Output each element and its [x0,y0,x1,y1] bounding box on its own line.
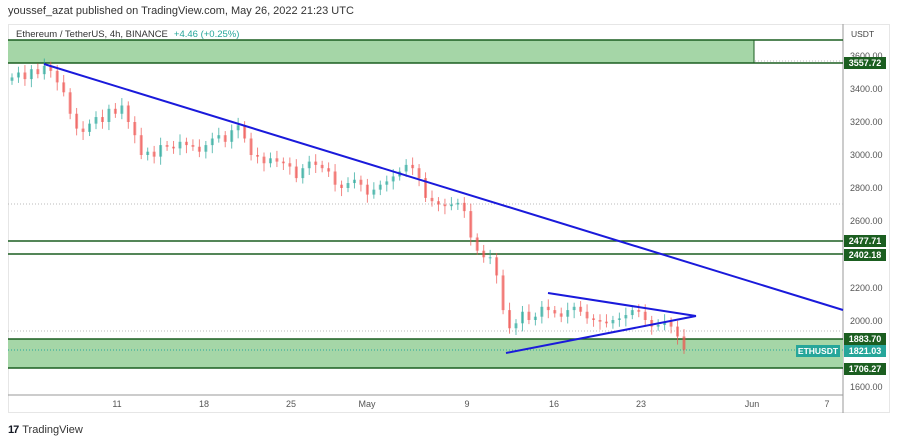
price-tick: 2000.00 [850,316,883,326]
brand-name: TradingView [22,424,83,436]
symbol-tag: ETHUSDT [796,345,840,357]
price-tick: 3600.00 [850,51,883,61]
price-tick: 3400.00 [850,84,883,94]
price-tag-1883: 1883.70 [844,333,886,345]
price-tick: 3000.00 [850,150,883,160]
symbol-title[interactable]: Ethereum / TetherUS, 4h, BINANCE [16,29,168,40]
top-zone-fill [8,40,754,63]
price-tick: 1600.00 [850,382,883,392]
current-price-tag: 1821.03 [844,345,886,357]
chart-legend: Ethereum / TetherUS, 4h, BINANCE +4.46 (+… [16,29,239,40]
price-tag-3557: 3557.72 [844,57,886,69]
time-tick: 25 [286,399,296,409]
time-tick: 23 [636,399,646,409]
currency-label: USDT [851,29,875,39]
price-axis[interactable]: 3600.00 3400.00 3200.00 3000.00 2800.00 … [850,51,883,392]
chart-frame [8,24,890,413]
descending-trendline[interactable] [43,63,844,311]
price-tick: 2200.00 [850,283,883,293]
price-change: +4.46 (+0.25%) [173,29,240,40]
time-tick: 7 [824,399,829,409]
time-tick: May [358,399,376,409]
time-axis[interactable]: 11 18 25 May 9 16 23 Jun 7 [112,399,829,409]
footer-brand[interactable]: 17 TradingView [8,424,83,436]
triangle-upper-line[interactable] [547,292,697,317]
time-tick: 18 [199,399,209,409]
time-tick: 11 [112,399,121,409]
publisher-line: youssef_azat published on TradingView.co… [8,5,354,17]
time-tick: 16 [549,399,559,409]
price-tick: 2800.00 [850,183,883,193]
price-tag-2477: 2477.71 [844,235,886,247]
price-tag-1706: 1706.27 [844,363,886,375]
candles-group [10,58,686,354]
tradingview-logo-icon: 17 [8,424,19,436]
price-tick: 3200.00 [850,117,883,127]
price-tag-2402: 2402.18 [844,249,886,261]
time-tick: 9 [464,399,469,409]
time-tick: Jun [745,399,760,409]
demand-zone-fill [8,339,843,368]
price-tick: 2600.00 [850,216,883,226]
triangle-lower-line[interactable] [505,315,697,354]
